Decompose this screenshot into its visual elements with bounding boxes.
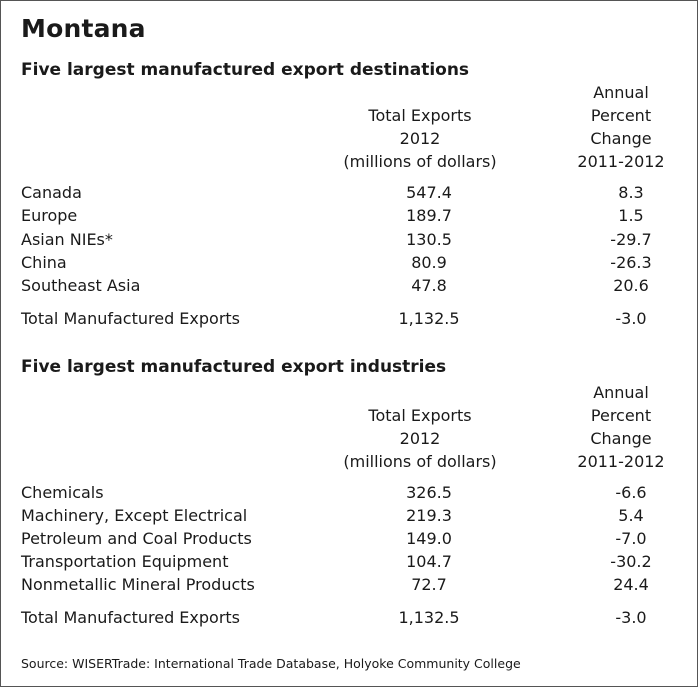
table-row: Nonmetallic Mineral Products 72.7 24.4 <box>21 575 681 598</box>
industries-heading: Five largest manufactured export industr… <box>21 357 447 377</box>
row-total: 104.7 <box>406 552 452 571</box>
row-label: Petroleum and Coal Products <box>21 529 252 548</box>
row-total: 219.3 <box>406 506 452 525</box>
row-total: 72.7 <box>411 575 447 594</box>
row-total: 189.7 <box>406 206 452 225</box>
row-change: -6.6 <box>615 483 647 502</box>
row-total: 326.5 <box>406 483 452 502</box>
table-row: Petroleum and Coal Products 149.0 -7.0 <box>21 529 681 552</box>
row-total: 80.9 <box>411 253 447 272</box>
row-label: Total Manufactured Exports <box>21 309 241 328</box>
table-row: Canada 547.4 8.3 <box>21 183 681 206</box>
row-label: China <box>21 253 67 272</box>
header-line: Total Exports <box>368 106 472 125</box>
row-total: 547.4 <box>406 183 452 202</box>
row-label: Southeast Asia <box>21 276 141 295</box>
row-label: Machinery, Except Electrical <box>21 506 248 525</box>
header-line: Total Exports <box>368 406 472 425</box>
table-row: Asian NIEs* 130.5 -29.7 <box>21 230 681 253</box>
header-line: (millions of dollars) <box>343 152 497 171</box>
row-label: Chemicals <box>21 483 104 502</box>
header-line: 2012 <box>399 429 441 448</box>
row-change: -7.0 <box>615 529 647 548</box>
row-total: 1,132.5 <box>398 608 460 627</box>
total-row: Total Manufactured Exports 1,132.5 -3.0 <box>21 309 681 332</box>
table-row: Chemicals 326.5 -6.6 <box>21 483 681 506</box>
row-change: -3.0 <box>615 309 647 328</box>
header-line: 2011-2012 <box>577 152 665 171</box>
row-label: Canada <box>21 183 82 202</box>
header-line: (millions of dollars) <box>343 452 497 471</box>
row-change: -30.2 <box>610 552 652 571</box>
row-change: -29.7 <box>610 230 652 249</box>
table-row: Machinery, Except Electrical 219.3 5.4 <box>21 506 681 529</box>
destinations-col-change-header: Annual Percent Change 2011-2012 <box>561 81 681 173</box>
row-change: 8.3 <box>618 183 644 202</box>
source-note: Source: WISERTrade: International Trade … <box>21 656 521 671</box>
row-change: 20.6 <box>613 276 649 295</box>
header-line: 2012 <box>399 129 441 148</box>
industries-col-total-header: Total Exports 2012 (millions of dollars) <box>340 404 500 473</box>
row-label: Total Manufactured Exports <box>21 608 241 627</box>
header-line: Percent <box>590 106 652 125</box>
row-total: 1,132.5 <box>398 309 460 328</box>
row-change: 5.4 <box>618 506 644 525</box>
destinations-col-total-header: Total Exports 2012 (millions of dollars) <box>340 104 500 173</box>
row-change: -26.3 <box>610 253 652 272</box>
table-row: Transportation Equipment 104.7 -30.2 <box>21 552 681 575</box>
header-line: 2011-2012 <box>577 452 665 471</box>
total-row: Total Manufactured Exports 1,132.5 -3.0 <box>21 608 681 631</box>
row-label: Asian NIEs* <box>21 230 113 249</box>
row-total: 130.5 <box>406 230 452 249</box>
header-line: Annual <box>593 83 649 102</box>
table-row: China 80.9 -26.3 <box>21 253 681 276</box>
row-label: Europe <box>21 206 78 225</box>
page-title: Montana <box>21 14 146 43</box>
row-change: 24.4 <box>613 575 649 594</box>
table-row: Southeast Asia 47.8 20.6 <box>21 276 681 299</box>
row-label: Transportation Equipment <box>21 552 229 571</box>
header-line: Percent <box>590 406 652 425</box>
industries-col-change-header: Annual Percent Change 2011-2012 <box>561 381 681 473</box>
row-total: 47.8 <box>411 276 447 295</box>
header-line: Annual <box>593 383 649 402</box>
row-label: Nonmetallic Mineral Products <box>21 575 255 594</box>
destinations-heading: Five largest manufactured export destina… <box>21 60 470 80</box>
row-change: 1.5 <box>618 206 644 225</box>
table-row: Europe 189.7 1.5 <box>21 206 681 229</box>
row-total: 149.0 <box>406 529 452 548</box>
row-change: -3.0 <box>615 608 647 627</box>
header-line: Change <box>590 129 652 148</box>
header-line: Change <box>590 429 652 448</box>
